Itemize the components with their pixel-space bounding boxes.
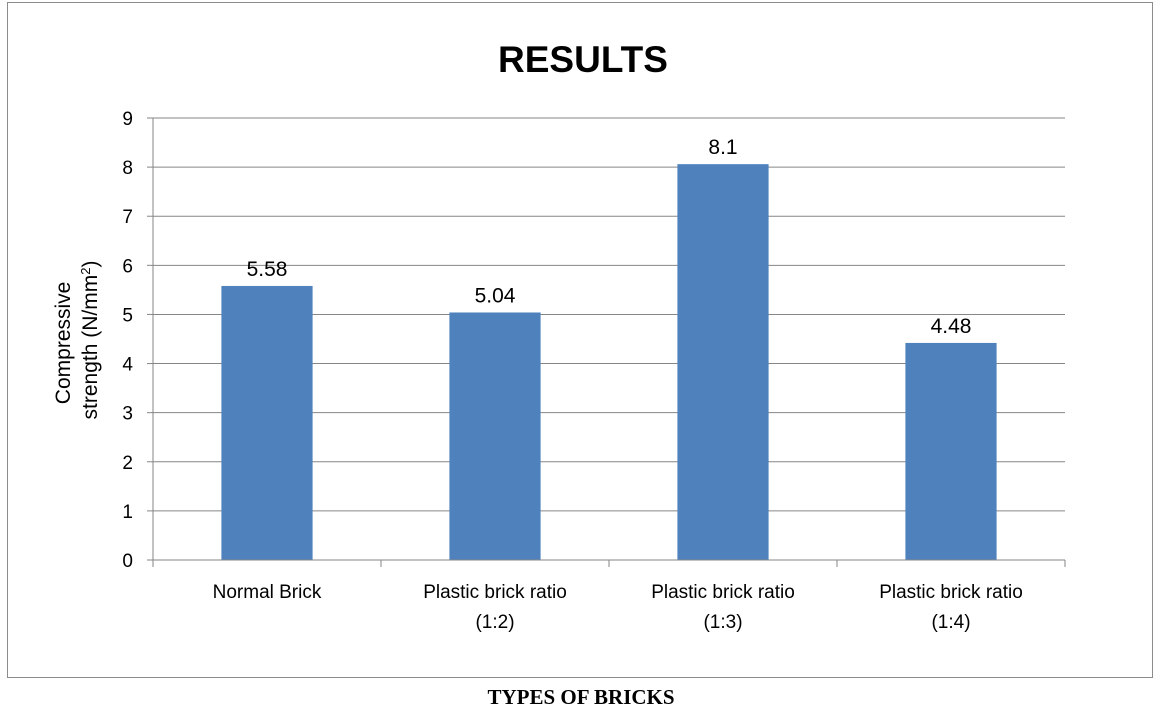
y-tick-label: 5 xyxy=(122,305,133,326)
bars xyxy=(221,164,997,561)
y-tick-label: 7 xyxy=(122,207,133,228)
bar xyxy=(449,312,541,560)
bar xyxy=(221,285,313,560)
y-axis-label-unit: strength (N/mm xyxy=(79,275,102,420)
chart-frame xyxy=(7,2,1153,678)
x-tick-label: Plastic brick ratio (1:4) xyxy=(879,582,1023,633)
x-tick-label: Plastic brick ratio (1:2) xyxy=(423,582,567,633)
x-tick-label: Normal Brick xyxy=(213,582,322,603)
y-tick-label: 8 xyxy=(122,158,133,179)
x-tick-label-line: Plastic brick ratio xyxy=(879,582,1023,603)
data-label: 8.1 xyxy=(708,136,737,159)
x-axis-title: TYPES OF BRICKS xyxy=(487,685,675,709)
x-tick-labels: Normal Brick Plastic brick ratio (1:2)Plas… xyxy=(213,582,1023,633)
x-tick-label-line: (1:4) xyxy=(931,612,970,633)
x-tick-label-line: (1:3) xyxy=(703,612,742,633)
y-tick-label: 9 xyxy=(122,109,133,130)
y-axis-label-close: ) xyxy=(79,261,102,268)
axes xyxy=(147,117,1066,567)
x-tick-label: Plastic brick ratio (1:3) xyxy=(651,582,795,633)
x-tick-label-line: Plastic brick ratio xyxy=(651,582,795,603)
y-tick-label: 2 xyxy=(122,453,133,474)
y-tick-label: 6 xyxy=(122,256,133,277)
data-label: 5.58 xyxy=(247,258,288,281)
x-tick-label-line: Normal Brick xyxy=(213,582,322,603)
y-axis-label: Compressive strength (N/mm2) xyxy=(52,261,102,420)
bar xyxy=(677,164,769,561)
y-axis-label-line2: strength (N/mm2) xyxy=(78,261,103,420)
y-tick-label: 4 xyxy=(122,355,133,376)
chart-title: RESULTS xyxy=(498,39,668,80)
data-labels: 5.58 5.04 8.1 4.48 xyxy=(247,136,972,338)
x-tick-label-line: (1:2) xyxy=(475,612,514,633)
x-tick-label-line: Plastic brick ratio xyxy=(423,582,567,603)
y-tick-label: 1 xyxy=(122,502,133,523)
y-tick-labels: 0 1 2 3 4 5 6 7 8 9 xyxy=(122,109,133,572)
y-tick-label: 3 xyxy=(122,404,133,425)
data-label: 5.04 xyxy=(475,284,516,307)
y-tick-label: 0 xyxy=(122,551,133,572)
y-axis-label-line1: Compressive xyxy=(52,282,75,405)
data-label: 4.48 xyxy=(931,315,972,338)
bar xyxy=(905,342,997,560)
y-axis-label-superscript: 2 xyxy=(78,268,93,275)
